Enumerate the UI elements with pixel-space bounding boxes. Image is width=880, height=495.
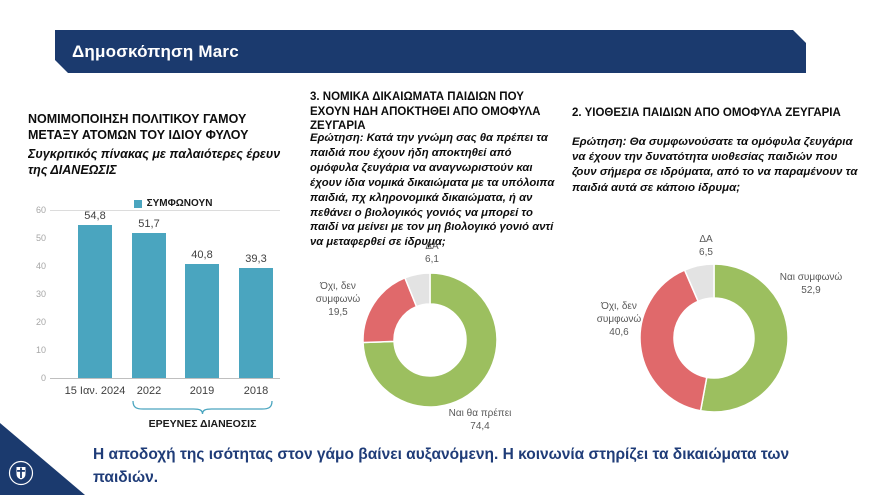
y-tick-label: 10	[35, 345, 46, 355]
donut-slice	[362, 272, 498, 408]
bar-chart: ΣΥΜΦΩΝΟΥΝ 0 10 20 30 40 50 60 54,8 15 Ιαν. 2024 51…	[30, 196, 302, 436]
legend-swatch	[133, 199, 142, 208]
slice-label: Ναι συμφωνώ	[779, 272, 843, 283]
left-panel-title: ΝΟΜΙΜΟΠΟΙΗΣΗ ΠΟΛΙΤΙΚΟΥ ΓΑΜΟΥ ΜΕΤΑΞΥ ΑΤΟΜ…	[28, 112, 249, 142]
middle-panel-title: 3. ΝΟΜΙΚΑ ΔΙΚΑΙΩΜΑΤΑ ΠΑΙΔΙΩΝ ΠΟΥ ΕΧΟΥΝ Η…	[310, 91, 541, 133]
donut1-label-no: Όχι, δεν συμφωνώ 19,5	[306, 280, 370, 319]
slice-label: Όχι, δεν συμφωνώ	[315, 281, 361, 305]
bar	[185, 263, 219, 378]
conclusion-statement: Η αποδοχή της ισότητας στον γάμο βαίνει …	[93, 446, 790, 487]
x-axis-line	[50, 378, 280, 379]
header-bar: Δημοσκόπηση Marc	[55, 30, 806, 73]
left-panel-subtitle: Συγκριτικός πίνακας με παλαιότερες έρευν…	[28, 147, 281, 178]
slice-value: 6,5	[699, 247, 713, 258]
slice-label: ΔΑ	[699, 234, 713, 245]
slice-value: 6,1	[425, 254, 439, 265]
bar-value-label: 51,7	[138, 218, 160, 231]
middle-panel-question: Ερώτηση: Κατά την γνώμη σας θα πρέπει τα…	[310, 132, 555, 249]
y-tick-label: 20	[35, 317, 46, 327]
slice-label: Όχι, δεν συμφωνώ	[596, 301, 642, 325]
bar-value-label: 40,8	[191, 248, 213, 261]
donut1-label-da: ΔΑ 6,1	[402, 240, 462, 266]
right-panel-question: Ερώτηση: Θα συμφωνούσατε τα ομόφυλα ζευγ…	[572, 136, 858, 194]
y-tick-label: 0	[40, 373, 46, 383]
donut1-label-yes: Ναι θα πρέπει 74,4	[440, 407, 520, 433]
donut2-label-da: ΔΑ 6,5	[676, 233, 736, 259]
gridline-top	[50, 210, 280, 211]
donut-slice	[403, 272, 431, 308]
slice-label: Ναι θα πρέπει	[448, 408, 512, 419]
slice-value: 19,5	[328, 307, 348, 318]
y-tick-label: 40	[35, 261, 46, 271]
y-tick-label: 30	[35, 289, 46, 299]
right-panel-title: 2. ΥΙΟΘΕΣΙΑ ΠΑΙΔΙΩΝ ΑΠΟ ΟΜΟΦΥΛΑ ΖΕΥΓΑΡΙΑ	[572, 107, 841, 119]
bar-value-label: 54,8	[84, 209, 106, 222]
donut-slice	[639, 269, 708, 412]
bar-chart-legend: ΣΥΜΦΩΝΟΥΝ	[60, 198, 286, 209]
bar-category-label: 2022	[136, 385, 162, 397]
bracket-brace	[132, 400, 273, 415]
donut-chart-adoption	[639, 263, 789, 413]
page-title: Δημοσκόπηση Marc	[72, 41, 239, 61]
bar-category-label: 2018	[243, 385, 269, 397]
bar	[78, 224, 112, 378]
bar-category-label: 2019	[189, 385, 215, 397]
greek-government-emblem-icon	[8, 460, 34, 486]
slice-value: 40,6	[609, 327, 629, 338]
donut2-label-yes: Ναι συμφωνώ 52,9	[765, 271, 857, 297]
donut2-label-no: Όχι, δεν συμφωνώ 40,6	[588, 300, 650, 339]
donut-slice	[683, 263, 715, 303]
donut-slice	[699, 263, 789, 413]
slice-value: 74,4	[470, 421, 490, 432]
bar-value-label: 39,3	[245, 252, 267, 265]
slice-value: 52,9	[801, 285, 821, 296]
donut-chart-legal-rights	[362, 272, 498, 408]
bar	[239, 267, 273, 378]
legend-label: ΣΥΜΦΩΝΟΥΝ	[146, 198, 213, 209]
slice-label: ΔΑ	[425, 241, 439, 252]
bar-category-label: 15 Ιαν. 2024	[64, 385, 126, 397]
bar	[132, 233, 166, 378]
bracket-label: ΕΡΕΥΝΕΣ ΔΙΑΝΕΟΣΙΣ	[148, 418, 257, 430]
y-tick-label: 50	[35, 233, 46, 243]
y-tick-label: 60	[35, 205, 46, 215]
